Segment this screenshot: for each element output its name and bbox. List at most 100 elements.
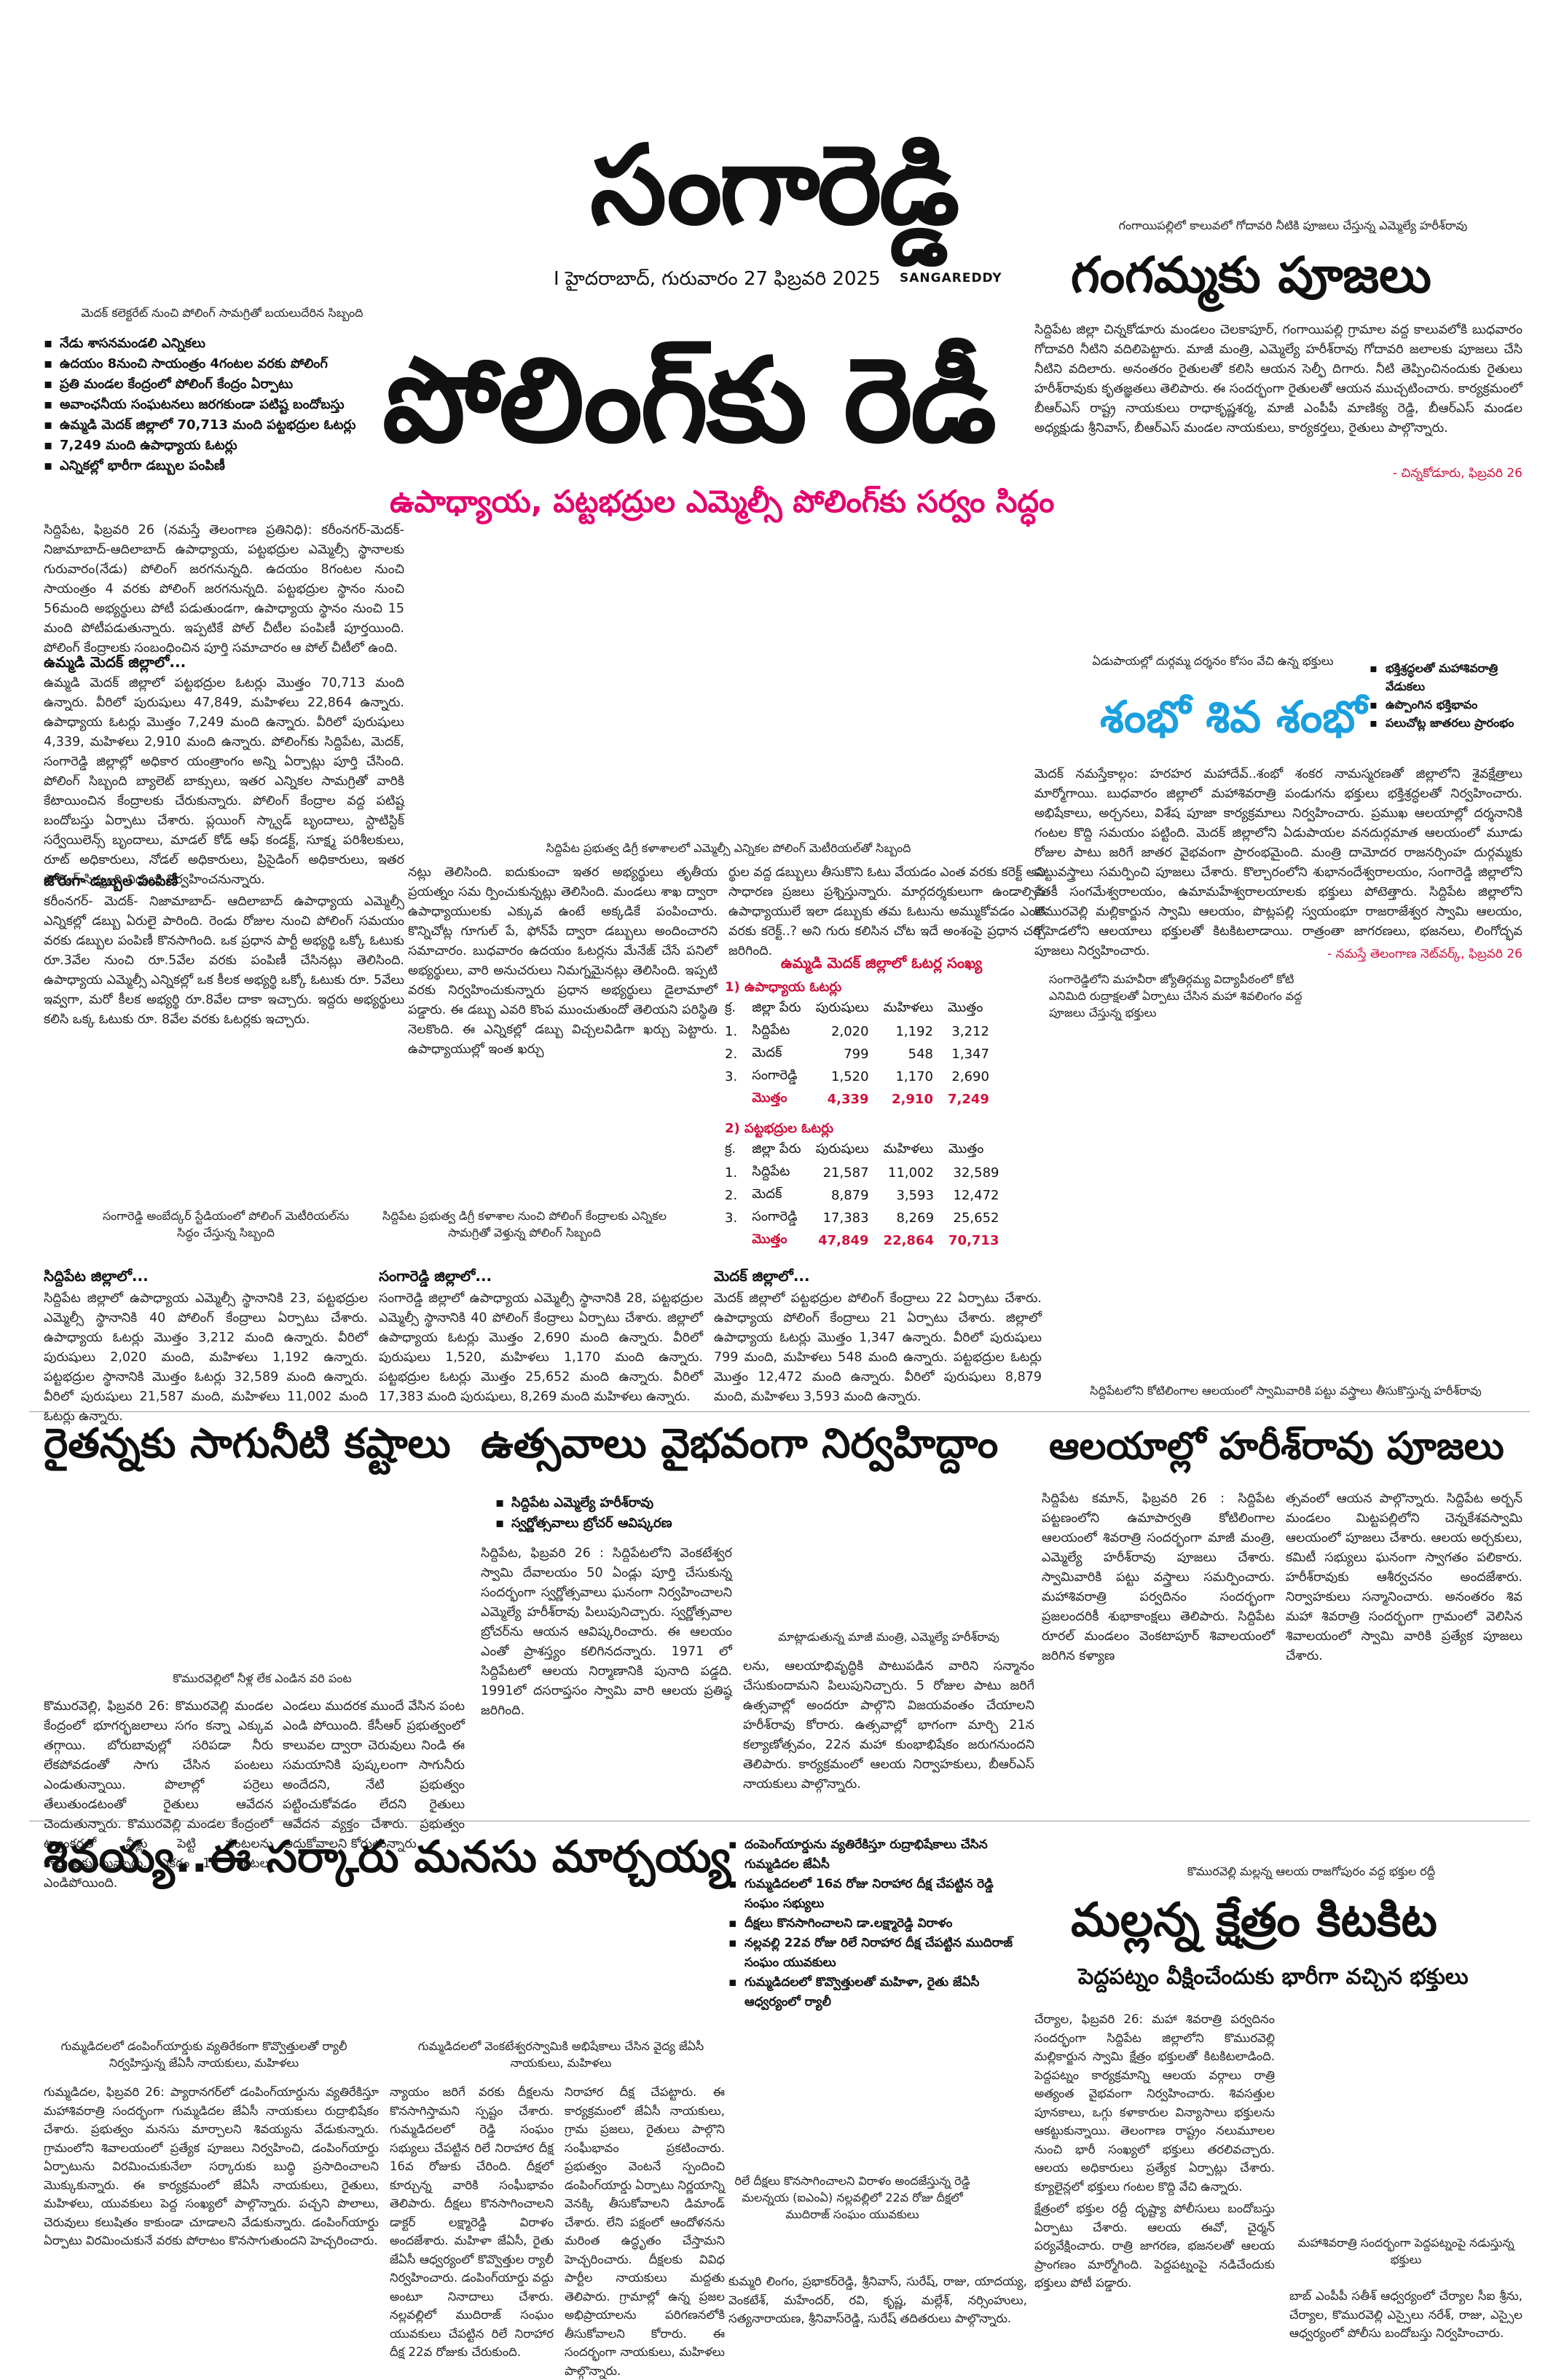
lead-photo-caption: మెదక్ కలెక్టరేట్ నుంచి పోలింగ్ సామగ్రితో… [81,306,364,320]
lead-bullet: 7,249 మంది ఉపాధ్యాయ ఓటర్లు [44,436,408,456]
shambho-headline: శంభో శివ శంభో [1100,692,1367,743]
table-header: క్ర. [725,1000,736,1015]
voter-table-sec2-title: 2) పట్టభద్రుల ఓటర్లు [725,1121,834,1136]
mallanna-subheadline: పెద్దపట్నం వీక్షించేందుకు భారీగా వచ్చిన … [1078,1964,1469,1990]
mallanna-headline: మల్లన్న క్షేత్రం కిటకిట [1071,1894,1437,1947]
shivayya-caption-right: రిలే దీక్షలు కొనసాగించాలని విరాళం అందజేస… [734,2174,970,2221]
table-cell: 2,910 [892,1092,933,1107]
col-c-sub: మెదక్ జిల్లాలో... [714,1267,810,1285]
teacher-voters-table: క్ర. జిల్లా పేరు పురుషులు మహిళలు మొత్తం … [718,998,997,1111]
mallanna-body1: చేర్యాల, ఫిబ్రవరి 26: మహా శివరాత్రి పర్వ… [1034,2012,1275,2194]
lead-bullet: ఉమ్మడి మెదక్ జిల్లాలో 70,713 మంది పట్టభద… [44,415,408,436]
alayalu-headline: ఆలయాల్లో హరీశ్‌రావు పూజలు [1049,1425,1504,1468]
table-cell: మొత్తం [752,1090,787,1106]
table-cell: 2,020 [831,1024,869,1039]
col-c-text: మెదక్ జిల్లాలో పట్టభద్రుల పోలింగ్ కేంద్ర… [714,1291,1042,1404]
table-cell: 2. [725,1047,738,1062]
table-row: 3. సంగారెడ్డి 17,383 8,269 25,652 [718,1207,1006,1229]
utsavalu-bullets: సిద్దిపేట ఎమ్మెల్యే హరీశ్‌రావు స్వర్ణోత్… [495,1493,932,1534]
voter-table-box: ఉమ్మడి మెదక్ జిల్లాలో ఓటర్ల సంఖ్య 1) ఉపా… [718,954,1045,1252]
lead-bullet: ఉదయం 8నుంచి సాయంత్రం 4గంటల వరకు పోలింగ్ [44,354,408,374]
shambho-bullet: పలుచోట్ల జాతరలు ప్రారంభం [1370,714,1530,732]
utsavalu-body1: సిద్దిపేట, ఫిబ్రవరి 26 : సిద్దిపేటలోని వ… [481,1546,732,1718]
alayalu-body2: త్సవంలో ఆయన పాల్గొన్నారు. సిద్దిపేట అర్బ… [1286,1492,1522,1663]
lead-para2: కరీంనగర్- మెదక్- నిజామాబాద్- ఆదిలాబాద్ ఉ… [44,894,404,1027]
table-cell: 8,269 [896,1210,935,1226]
utsavalu-body2: లను, ఆలయాభివృద్ధికి పాటుపడిన వారిని సన్మ… [743,1659,1034,1792]
col-a-sub: సిద్దిపేట జిల్లాలో... [44,1267,149,1285]
utsavalu-headline: ఉత్సవాలు వైభవంగా నిర్వహిద్దాం [481,1420,999,1467]
mallanna-photo-caption: మహాశివరాత్రి సందర్భంగా పెద్దపట్నంపై నడుస… [1297,2236,1514,2266]
shivayya-bullet: దంపెంగ్‌యార్డును వ్యతిరేకిస్తూ రుద్రాభిష… [728,1835,1027,1875]
lead-bullet: ప్రతి మండల కేంద్రంలో పోలింగ్ కేంద్రం ఏర్… [44,374,408,395]
lead-para4: ర్థుల వద్ద డబ్బులు తీసుకొని ఓటు వేయడం ఎం… [728,865,1045,958]
photo-caption-b: సిద్దిపేట ప్రభుత్వ డిగ్రీ కళాశాల నుంచి ప… [382,1209,667,1240]
mallanna-body2: క్షేత్రంలో భక్తుల రద్దీ దృష్ట్యా పోలీసుల… [1034,2202,1275,2290]
utsavalu-bullet: స్వర్ణోత్సవాలు బ్రోచర్ ఆవిష్కరణ [495,1513,932,1534]
masthead-title: సంగారెడ్డి [590,122,959,249]
table-cell: మెదక్ [752,1186,782,1202]
table-cell: 3. [725,1210,738,1226]
table-header: జిల్లా పేరు [752,1141,801,1156]
table-header: జిల్లా పేరు [752,1000,801,1015]
col-a-text: సిద్దిపేట జిల్లాలో ఉపాధ్యాయ ఎమ్మెల్సీ స్… [44,1291,368,1424]
utsavalu-bullet: సిద్దిపేట ఎమ్మెల్యే హరీశ్‌రావు [495,1493,932,1513]
table-cell: 2. [725,1188,738,1203]
dateline: I హైదరాబాద్, గురువారం 27 ఫిబ్రవరి 2025 [554,268,881,290]
ganga-signature: - చిన్నకోడూరు, ఫిబ్రవరి 26 [1392,466,1522,481]
table-header: పురుషులు [815,1141,869,1156]
lead-bullet: ఎన్నికల్లో భారీగా డబ్బుల పంపిణీ [44,456,408,476]
lead-sub1: ఉమ్మడి మెదక్ జిల్లాలో... [44,653,186,671]
shivayya-bullet: నల్లవల్లి 22వ రోజు రిలే నిరాహార దీక్ష చే… [728,1934,1027,1973]
table-cell: 799 [844,1047,869,1062]
voter-table-title: ఉమ్మడి మెదక్ జిల్లాలో ఓటర్ల సంఖ్య [780,954,983,972]
ganga-headline: గంగమ్మకు పూజలు [1071,247,1431,304]
raithu-body1: కొమురవెల్లి, ఫిబ్రవరి 26: కొమురవెల్లి మం… [44,1699,273,1891]
lead-bullet: అవాంఛనీయ సంఘటనలు జరగకుండా పటిష్ట బందోబస్… [44,395,408,415]
graduate-voters-table: క్ర. జిల్లా పేరు పురుషులు మహిళలు మొత్తం … [718,1139,1006,1252]
table-cell: 3. [725,1069,738,1084]
lead-para3: నట్లు తెలిసింది. ఐదుకుంచా ఇతర అభ్యర్థులు… [408,865,718,1057]
table-cell: 1,170 [895,1069,933,1084]
table-cell: 1. [725,1165,738,1181]
table-cell: 8,879 [831,1188,869,1203]
masthead-subtitle: SANGAREDDY [900,271,1002,285]
table-cell: మెదక్ [752,1045,782,1060]
utsavalu-photo-caption: మాట్లాడుతున్న మాజీ మంత్రి, ఎమ్మెల్యే హరీ… [778,1630,999,1644]
table-cell: సంగారెడ్డి [752,1068,798,1083]
lead-bullet: నేడు శాసనమండలి ఎన్నికలు [44,334,408,354]
shivayya-headline: శివయ్య..ఈ సర్కారు మనసు మార్చయ్య [44,1832,731,1883]
shambho-photo-caption: సంగారెడ్డిలోని మహవీరా జ్యోతిర్గమ్య విద్య… [1049,972,1302,1020]
table-header: మహిళలు [883,1000,933,1015]
mallanna-body3: బాబ్ ఎంపీపీ సతీశ్ ఆధ్వర్యంలో చేర్యాల సీఐ… [1289,2289,1522,2340]
table-cell: 47,849 [818,1233,869,1248]
table-cell: 4,339 [827,1092,869,1107]
shambho-body: మెదక్ నమస్తేకాల్గం: హరహర మహాదేవ్..శంభో శ… [1034,767,1522,958]
lead-para1: ఉమ్మడి మెదక్ జిల్లాలో పట్టభద్రుల ఓటర్లు … [44,676,404,887]
shambho-bullets: భక్తిశ్రద్ధలతో మహాశివరాత్రి వేడుకలు ఉప్ప… [1370,659,1530,732]
table-header: మొత్తం [948,1141,984,1156]
table-cell: 25,652 [953,1210,999,1226]
table-cell: 11,002 [888,1165,935,1181]
shivayya-bullet: దీక్షలు కొనసాగించాలని డా.లక్ష్మారెడ్డి వ… [728,1914,1027,1934]
table-cell: 1,520 [831,1069,869,1084]
shambho-signature: - నమస్తే తెలంగాణ నెట్‌వర్క్, ఫిబ్రవరి 26 [1327,947,1522,961]
table-row: 2. మెదక్ 799 548 1,347 [718,1043,997,1065]
ganga-body: సిద్దిపేట జిల్లా చిన్నకోడూరు మండలం చెలకా… [1034,323,1522,436]
table-cell: మొత్తం [752,1232,787,1247]
table-cell: 1,192 [895,1024,933,1039]
table-cell: 7,249 [947,1092,989,1107]
lead-sub2: జోరుగా డబ్బుల పంపిణీ [44,872,178,889]
shambho-bullet: భక్తిశ్రద్ధలతో మహాశివరాత్రి వేడుకలు [1370,659,1530,696]
shivayya-body4: కుమ్మరి లింగం, ప్రభాకర్‌రెడ్డి, శ్రీనివా… [728,2274,1027,2325]
table-cell: 1. [725,1024,738,1039]
raithu-headline: రైతన్నకు సాగునీటి కష్టాలు [44,1420,451,1467]
shivayya-caption-mid: గుమ్మడిదలలో వెంకటేశ్వరస్వామికి అభిషేకాలు… [417,2039,704,2070]
lead-intro: సిద్దిపేట, ఫిబ్రవరి 26 (నమస్తే తెలంగాణ ప… [44,523,404,655]
table-row: 1. సిద్దిపేట 21,587 11,002 32,589 [718,1162,1006,1184]
lead-subheadline: ఉపాధ్యాయ, పట్టభద్రుల ఎమ్మెల్సీ పోలింగ్‌క… [390,484,1055,519]
alayalu-kicker: సిద్దిపేటలోని కోటిలింగాల ఆలయంలో స్వామివా… [1090,1384,1482,1398]
photo-caption-a: సంగారెడ్డి అంబేద్కర్ స్టేడియంలో పోలింగ్ … [102,1209,350,1240]
table-header: మొత్తం [947,1000,983,1015]
table-row: 1. సిద్దిపేట 2,020 1,192 3,212 [718,1020,997,1043]
